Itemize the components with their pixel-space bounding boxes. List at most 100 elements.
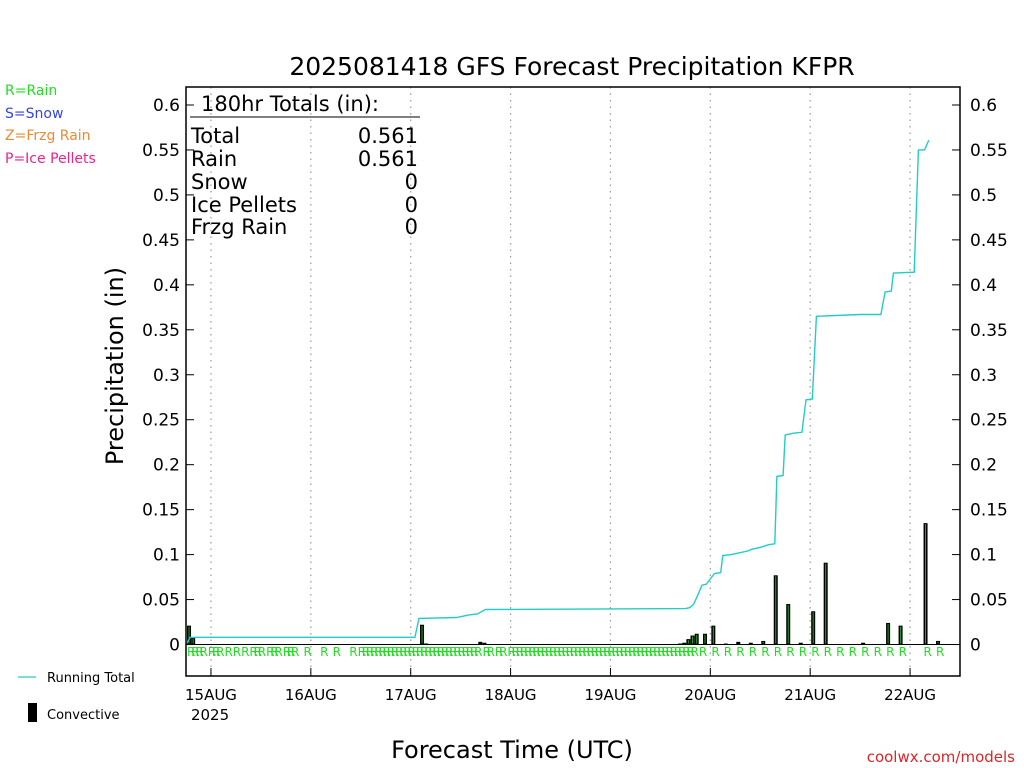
running-total-line <box>185 139 930 645</box>
precip-bar <box>748 642 753 645</box>
rain-marker: R <box>570 645 578 659</box>
precip-bar-body <box>678 643 683 645</box>
rain-marker: R <box>208 645 216 659</box>
rain-marker: R <box>258 645 266 659</box>
vertical-gridlines <box>210 87 911 676</box>
precip-bar <box>823 562 828 645</box>
y-tick-label-right: 0.25 <box>970 411 1008 431</box>
y-tick-label-right: 0.5 <box>970 186 997 206</box>
precip-bar <box>898 625 903 645</box>
rain-marker: R <box>711 645 719 659</box>
y-tick-label-right: 0.3 <box>970 366 997 386</box>
x-tick-label-15aug: 15AUG <box>185 686 237 704</box>
rain-marker: R <box>270 645 278 659</box>
totals-heading: 180hr Totals (in): <box>201 92 379 116</box>
precip-bar-core <box>192 638 194 644</box>
totals-total-value: 0.561 <box>358 124 418 148</box>
rain-marker: R <box>499 645 507 659</box>
y-tick-label-left: 0.4 <box>153 276 180 296</box>
precip-bar <box>811 611 816 645</box>
rain-marker: R <box>537 645 545 659</box>
precip-bar <box>482 642 487 645</box>
totals-frzg-rain-value: 0 <box>405 215 418 239</box>
rain-marker: R <box>886 645 894 659</box>
precip-bar-core <box>775 576 777 644</box>
rain-marker: R <box>287 645 295 659</box>
rain-marker: R <box>399 645 407 659</box>
x-axis-label: Forecast Time (UTC) <box>391 736 633 764</box>
rain-marker: R <box>724 645 732 659</box>
convective-legend-label: Convective <box>47 708 120 723</box>
rain-marker: R <box>241 645 249 659</box>
precip-bar <box>923 523 928 645</box>
y-tick-label-left: 0.3 <box>153 366 180 386</box>
rain-marker: R <box>457 645 465 659</box>
precip-bar-core <box>900 626 902 644</box>
totals-box: 180hr Totals (in): Total 0.561 Rain 0.56… <box>190 92 420 239</box>
rain-marker: R <box>366 645 374 659</box>
precip-bar <box>886 622 891 645</box>
rain-marker: R <box>424 645 432 659</box>
rain-marker: R <box>562 645 570 659</box>
precip-bar-core <box>825 563 827 644</box>
rain-marker: R <box>670 645 678 659</box>
y-tick-label-left: 0.05 <box>142 591 180 611</box>
totals-rain-label: Rain <box>191 147 237 171</box>
rain-marker: R <box>620 645 628 659</box>
rain-marker: R <box>441 645 449 659</box>
precip-bar <box>682 642 687 645</box>
x-tick-label-18aug: 18AUG <box>485 686 537 704</box>
rain-marker: R <box>516 645 524 659</box>
rain-marker: R <box>541 645 549 659</box>
rain-marker: R <box>699 645 707 659</box>
precip-bar-core <box>687 640 689 644</box>
rain-marker: R <box>374 645 382 659</box>
plot-frame <box>185 86 961 677</box>
rain-marker: R <box>524 645 532 659</box>
y-tick-label-right: 0 <box>970 636 981 656</box>
rain-marker: R <box>836 645 844 659</box>
precip-bar-core <box>812 612 814 644</box>
precip-bar-core <box>887 623 889 644</box>
chart-title: 2025081418 GFS Forecast Precipitation KF… <box>289 52 854 81</box>
rain-marker: R <box>274 645 282 659</box>
rain-marker: R <box>195 645 203 659</box>
precip-bar <box>678 643 683 645</box>
rain-marker: R <box>586 645 594 659</box>
rain-marker: R <box>412 645 420 659</box>
y-axis-label: Precipitation (in) <box>101 267 129 465</box>
rain-marker: R <box>291 645 299 659</box>
rain-marker: R <box>362 645 370 659</box>
rain-marker: R <box>557 645 565 659</box>
credit-text: coolwx.com/models <box>867 748 1015 766</box>
rain-marker: R <box>233 645 241 659</box>
y-axis-right: 0 0.05 0.1 0.15 0.2 0.25 0.3 0.35 0.4 0.45 0.5 0.55… <box>952 96 1008 656</box>
rain-marker: R <box>224 645 232 659</box>
rain-marker: R <box>445 645 453 659</box>
rain-marker: R <box>254 645 262 659</box>
totals-ice-pellets-value: 0 <box>405 193 418 217</box>
totals-ice-pellets-label: Ice Pellets <box>191 193 297 217</box>
x-tick-label-16aug: 16AUG <box>285 686 337 704</box>
x-tick-label-20aug: 20AUG <box>684 686 736 704</box>
rain-marker: R <box>682 645 690 659</box>
rain-marker: R <box>520 645 528 659</box>
totals-frzg-rain-label: Frzg Rain <box>191 215 287 239</box>
rain-marker: R <box>403 645 411 659</box>
precip-bar-body <box>424 643 429 645</box>
totals-total-label: Total <box>190 124 240 148</box>
y-tick-label-left: 0.1 <box>153 546 180 566</box>
rain-marker: R <box>349 645 357 659</box>
rain-marker: R <box>632 645 640 659</box>
rain-marker: R <box>495 645 503 659</box>
precip-bar-core <box>692 636 694 644</box>
rain-marker: R <box>578 645 586 659</box>
y-tick-label-left: 0 <box>169 636 180 656</box>
rain-marker: R <box>512 645 520 659</box>
series-legend: Running Total Convective <box>18 671 135 723</box>
precip-bar-body <box>682 642 687 645</box>
rain-marker: R <box>304 645 312 659</box>
precip-bar <box>786 604 791 645</box>
rain-marker: R <box>283 645 291 659</box>
precip-bar <box>187 625 191 645</box>
